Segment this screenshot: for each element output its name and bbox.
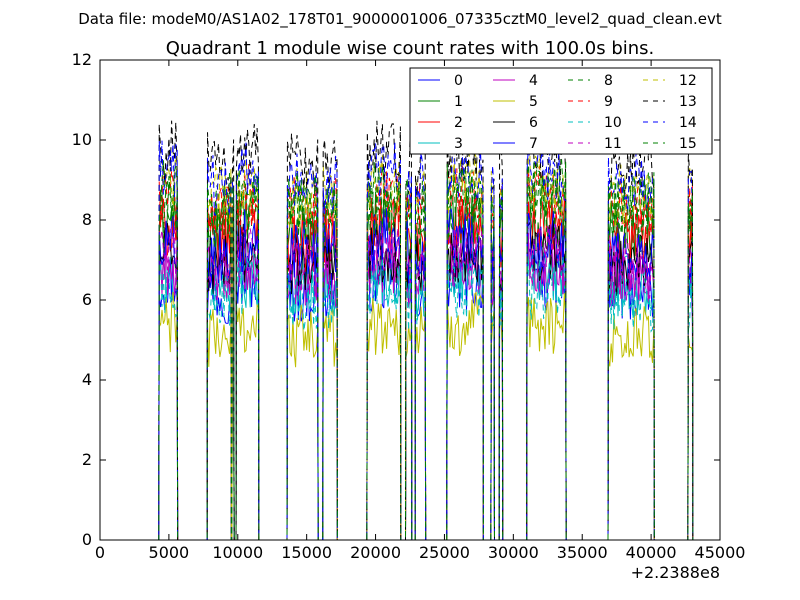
- legend-box: [409, 67, 713, 155]
- y-tick-label: 8: [82, 210, 92, 229]
- chart-suptitle: Data file: modeM0/AS1A02_178T01_90000010…: [78, 10, 722, 29]
- legend-label: 8: [604, 73, 613, 89]
- legend-label: 5: [529, 94, 538, 110]
- y-tick-label: 4: [82, 370, 92, 389]
- x-tick-label: 40000: [626, 543, 677, 562]
- legend-label: 14: [679, 115, 697, 131]
- legend-label: 11: [604, 136, 622, 152]
- legend-label: 6: [529, 115, 538, 131]
- legend-label: 0: [454, 73, 463, 89]
- x-tick-label: 45000: [695, 543, 746, 562]
- x-tick-label: 10000: [212, 543, 263, 562]
- legend-label: 4: [529, 73, 538, 89]
- x-offset-label: +2.2388e8: [631, 563, 720, 582]
- series-line-11: [157, 224, 694, 541]
- legend-label: 2: [454, 115, 463, 131]
- x-tick-label: 35000: [557, 543, 608, 562]
- y-tick-label: 10: [72, 130, 92, 149]
- x-tick-label: 15000: [281, 543, 332, 562]
- y-tick-label: 6: [82, 290, 92, 309]
- x-tick-label: 30000: [488, 543, 539, 562]
- y-tick-label: 0: [82, 530, 92, 549]
- chart-title: Quadrant 1 module wise count rates with …: [166, 38, 655, 59]
- x-tick-label: 5000: [149, 543, 190, 562]
- y-tick-label: 12: [72, 50, 92, 69]
- legend-label: 10: [604, 115, 622, 131]
- legend-label: 1: [454, 94, 463, 110]
- legend-label: 12: [679, 73, 697, 89]
- legend-label: 15: [679, 136, 697, 152]
- x-tick-label: 25000: [419, 543, 470, 562]
- x-tick-label: 20000: [350, 543, 401, 562]
- x-axis: 0 5000 10000 15000 20000 25000 30000 35000 40000…: [95, 60, 746, 562]
- legend-label: 7: [529, 136, 538, 152]
- legend-label: 13: [679, 94, 697, 110]
- legend-label: 3: [454, 136, 463, 152]
- x-tick-label: 0: [95, 543, 105, 562]
- legend-label: 9: [604, 94, 613, 110]
- y-tick-label: 2: [82, 450, 92, 469]
